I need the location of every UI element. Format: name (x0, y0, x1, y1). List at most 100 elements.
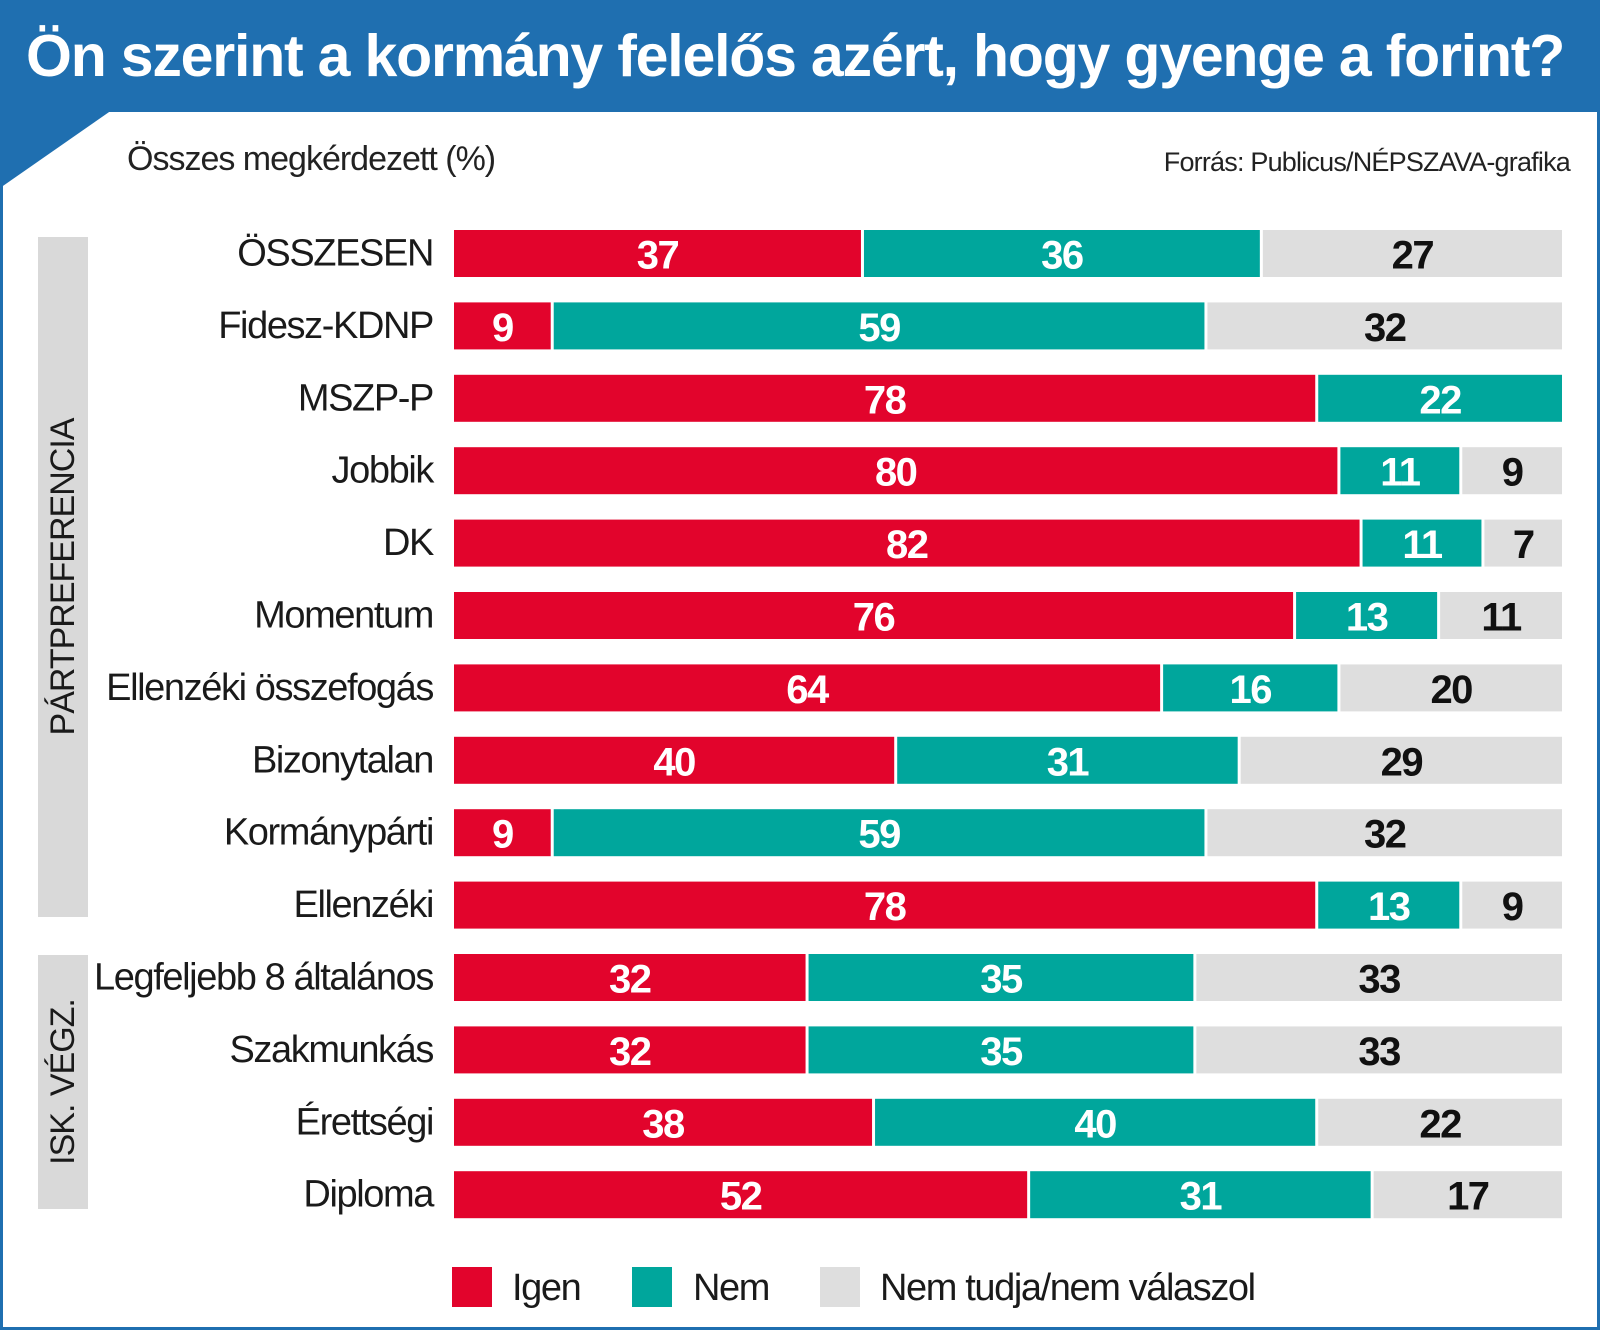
data-label: 16 (1230, 668, 1272, 712)
data-label: 78 (864, 885, 907, 929)
data-label: 9 (1502, 451, 1523, 495)
bar-segment (553, 809, 1205, 857)
category-label: ÖSSZESEN (237, 233, 433, 275)
bar-segment (454, 809, 551, 857)
chart-subtitle: Összes megkérdezett (%) (127, 140, 496, 178)
data-label: 9 (492, 306, 513, 350)
legend: Igen Nem Nem tudja/nem válaszol (452, 1267, 1256, 1309)
data-label: 11 (1380, 451, 1421, 495)
data-label: 31 (1047, 740, 1090, 784)
bar-segment (454, 592, 1294, 639)
group-label: PÁRTPREFERENCIA (44, 417, 82, 735)
category-label: Diploma (303, 1174, 435, 1216)
legend-label: Nem tudja/nem válaszol (880, 1267, 1255, 1309)
bar-segment (1207, 302, 1562, 350)
category-label: Ellenzéki összefogás (106, 667, 433, 709)
data-label: 11 (1402, 523, 1443, 567)
bar-segment (454, 447, 1338, 495)
data-label: 27 (1392, 234, 1434, 278)
bar-segment (454, 881, 1316, 929)
bar-segment (1373, 1171, 1562, 1219)
bars-layer: 37 36 27 9 59 32 78 22 80 11 9 82 11 7 76 13 11 64 16 20 40 3… (454, 230, 1562, 1219)
bar-segment (553, 302, 1205, 350)
data-label: 52 (720, 1175, 762, 1219)
legend-swatch (452, 1267, 492, 1307)
category-label: Legfeljebb 8 általános (94, 957, 433, 999)
bar-segment (454, 1026, 806, 1074)
data-label: 13 (1346, 596, 1388, 640)
bar-segment (1318, 1098, 1562, 1146)
bar-segment (897, 736, 1238, 784)
data-label: 32 (1364, 306, 1406, 350)
data-label: 36 (1041, 234, 1083, 278)
category-label: Érettségi (296, 1100, 433, 1143)
bar-segment (808, 954, 1194, 1001)
group-box (38, 955, 88, 1209)
data-label: 29 (1381, 740, 1423, 784)
data-label: 80 (875, 451, 917, 495)
title-tab-decoration (0, 110, 112, 188)
legend-label: Nem (693, 1267, 769, 1309)
data-label: 13 (1368, 885, 1410, 929)
data-label: 35 (980, 1030, 1023, 1074)
legend-swatch (820, 1267, 860, 1307)
group-label: ISK. VÉGZ. (44, 999, 82, 1165)
category-label: DK (383, 522, 434, 564)
bar-segment (454, 664, 1161, 712)
chart-source: Forrás: Publicus/NÉPSZAVA-grafika (1163, 147, 1571, 177)
title-band: Ön szerint a kormány felelős azért, hogy… (0, 0, 1600, 112)
bar-segment (454, 736, 895, 784)
data-label: 32 (1364, 813, 1406, 857)
data-label: 22 (1419, 378, 1461, 422)
bar-segment (1196, 1026, 1562, 1074)
data-label: 40 (653, 740, 695, 784)
data-label: 33 (1358, 1030, 1400, 1074)
bar-segment (1163, 664, 1338, 712)
bar-segment (1440, 592, 1562, 639)
bar-segment (1484, 519, 1562, 567)
data-label: 78 (864, 378, 907, 422)
data-label: 35 (980, 958, 1023, 1002)
chart-title: Ön szerint a kormány felelős azért, hogy… (26, 23, 1565, 89)
bar-segment (1318, 374, 1562, 422)
bar-segment (454, 302, 551, 350)
category-label: Bizonytalan (252, 739, 433, 781)
bar-segment (1296, 592, 1438, 639)
bar-segment (1030, 1171, 1371, 1219)
bar-segment (1340, 664, 1562, 712)
data-label: 9 (492, 813, 513, 857)
bar-segment (454, 954, 806, 1001)
category-label: Momentum (254, 595, 433, 637)
data-label: 37 (637, 234, 679, 278)
bar-segment (1362, 519, 1482, 567)
data-label: 59 (858, 813, 900, 857)
bar-segment (1462, 447, 1562, 495)
bar-segment (1462, 881, 1562, 929)
group-box (38, 237, 88, 917)
bar-segment (1318, 881, 1460, 929)
group-layer: PÁRTPREFERENCIA ISK. VÉGZ. (38, 237, 88, 1209)
data-label: 9 (1502, 885, 1523, 929)
bar-segment (1340, 447, 1460, 495)
data-label: 7 (1513, 523, 1534, 567)
data-label: 20 (1430, 668, 1472, 712)
bar-segment (1240, 736, 1562, 784)
data-label: 22 (1419, 1102, 1461, 1146)
category-label: MSZP-P (298, 377, 433, 419)
bar-segment (454, 1098, 873, 1146)
category-label: Kormánypárti (224, 812, 433, 854)
data-label: 64 (786, 668, 830, 712)
category-labels-layer: ÖSSZESEN Fidesz-KDNP MSZP-P Jobbik DK Momentu… (94, 233, 437, 1216)
bar-segment (454, 374, 1316, 422)
data-label: 33 (1358, 958, 1400, 1002)
bar-segment (1196, 954, 1562, 1001)
bar-segment (875, 1098, 1316, 1146)
bar-segment (1262, 230, 1562, 277)
bar-segment (863, 230, 1260, 277)
data-label: 59 (858, 306, 900, 350)
data-label: 38 (642, 1102, 685, 1146)
data-label: 40 (1074, 1102, 1116, 1146)
data-label: 32 (609, 958, 651, 1002)
legend-label: Igen (512, 1267, 580, 1309)
